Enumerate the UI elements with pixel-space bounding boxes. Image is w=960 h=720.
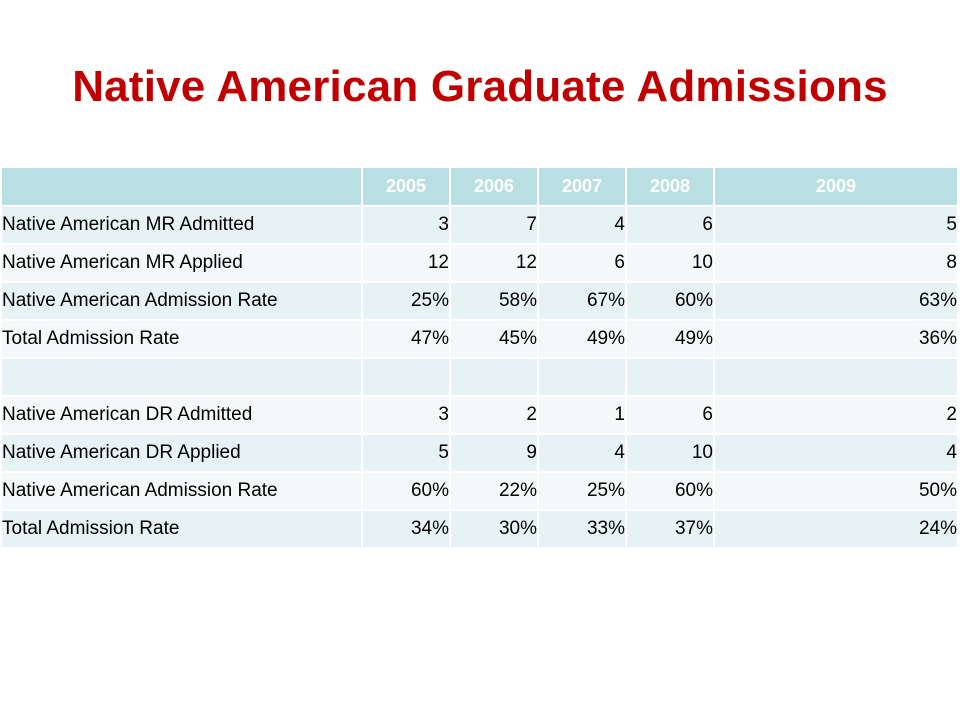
table-header-row: 2005 2006 2007 2008 2009 — [2, 168, 959, 207]
table-row: Native American MR Admitted 3 7 4 6 5 — [2, 206, 959, 245]
header-cell-2005: 2005 — [362, 168, 451, 207]
slide-title: Native American Graduate Admissions — [72, 62, 888, 111]
table-cell: 33% — [538, 510, 627, 549]
table-cell — [626, 358, 715, 397]
table-cell: 22% — [450, 472, 539, 511]
table-cell: 12 — [362, 244, 451, 283]
table-cell: 34% — [362, 510, 451, 549]
row-label — [2, 358, 363, 397]
table-cell: 25% — [362, 282, 451, 321]
table-cell: 10 — [626, 434, 715, 473]
table-cell: 67% — [538, 282, 627, 321]
table-cell: 9 — [450, 434, 539, 473]
table-cell: 30% — [450, 510, 539, 549]
row-label: Native American MR Admitted — [2, 206, 363, 245]
table-row: Total Admission Rate 34% 30% 33% 37% 24% — [2, 510, 959, 549]
table-cell: 50% — [714, 472, 959, 511]
table-cell: 3 — [362, 206, 451, 245]
table-cell: 45% — [450, 320, 539, 359]
table-cell: 6 — [626, 206, 715, 245]
table-cell: 5 — [714, 206, 959, 245]
table-cell: 7 — [450, 206, 539, 245]
table-cell — [362, 358, 451, 397]
table-cell: 60% — [362, 472, 451, 511]
row-label: Native American Admission Rate — [2, 472, 363, 511]
table-cell: 6 — [538, 244, 627, 283]
table-cell: 47% — [362, 320, 451, 359]
table-cell: 4 — [538, 434, 627, 473]
table-cell — [538, 358, 627, 397]
table-row-spacer — [2, 358, 959, 397]
row-label: Native American MR Applied — [2, 244, 363, 283]
table-cell: 3 — [362, 396, 451, 435]
table-row: Native American DR Admitted 3 2 1 6 2 — [2, 396, 959, 435]
table-row: Native American MR Applied 12 12 6 10 8 — [2, 244, 959, 283]
row-label: Native American Admission Rate — [2, 282, 363, 321]
table-cell: 24% — [714, 510, 959, 549]
table-cell: 5 — [362, 434, 451, 473]
table-cell — [450, 358, 539, 397]
table-cell: 12 — [450, 244, 539, 283]
table-cell: 25% — [538, 472, 627, 511]
header-cell-2008: 2008 — [626, 168, 715, 207]
table-cell: 4 — [538, 206, 627, 245]
table-cell: 4 — [714, 434, 959, 473]
row-label: Native American DR Admitted — [2, 396, 363, 435]
table-cell: 1 — [538, 396, 627, 435]
table-cell: 2 — [714, 396, 959, 435]
header-cell-label — [2, 168, 363, 207]
table-cell: 8 — [714, 244, 959, 283]
table-cell: 6 — [626, 396, 715, 435]
row-label: Total Admission Rate — [2, 510, 363, 549]
table-cell: 36% — [714, 320, 959, 359]
table-cell: 63% — [714, 282, 959, 321]
table-cell: 60% — [626, 472, 715, 511]
table-row: Total Admission Rate 47% 45% 49% 49% 36% — [2, 320, 959, 359]
table-cell — [714, 358, 959, 397]
table-cell: 58% — [450, 282, 539, 321]
table-cell: 37% — [626, 510, 715, 549]
header-cell-2009: 2009 — [714, 168, 959, 207]
table-row: Native American Admission Rate 25% 58% 6… — [2, 282, 959, 321]
row-label: Total Admission Rate — [2, 320, 363, 359]
table-cell: 2 — [450, 396, 539, 435]
admissions-table: 2005 2006 2007 2008 2009 Native American… — [2, 168, 959, 549]
table-row: Native American Admission Rate 60% 22% 2… — [2, 472, 959, 511]
table-cell: 49% — [538, 320, 627, 359]
row-label: Native American DR Applied — [2, 434, 363, 473]
table-row: Native American DR Applied 5 9 4 10 4 — [2, 434, 959, 473]
table-cell: 60% — [626, 282, 715, 321]
header-cell-2007: 2007 — [538, 168, 627, 207]
header-cell-2006: 2006 — [450, 168, 539, 207]
table-cell: 49% — [626, 320, 715, 359]
table-cell: 10 — [626, 244, 715, 283]
